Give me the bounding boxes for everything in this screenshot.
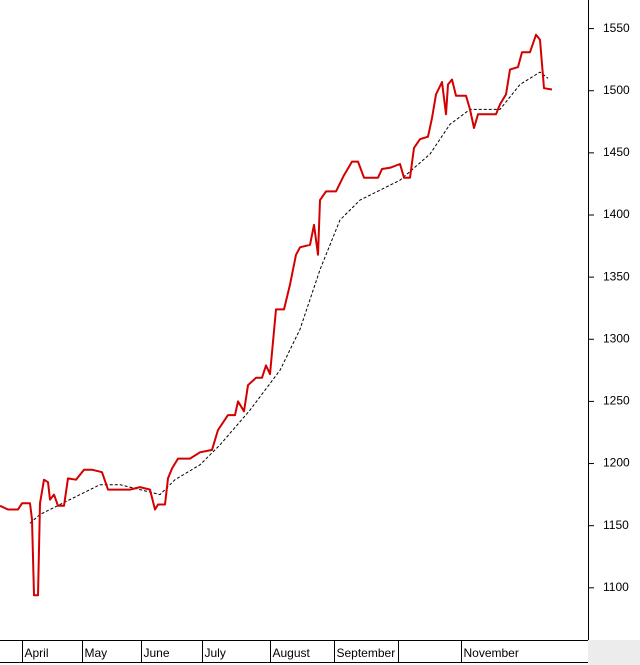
x-tick-label: August xyxy=(273,646,311,660)
average-line xyxy=(29,71,549,524)
price-line xyxy=(0,33,553,597)
y-tick-label: 1200 xyxy=(603,456,630,470)
y-tick-label: 1250 xyxy=(603,394,630,408)
y-tick-label: 1150 xyxy=(603,518,629,532)
x-tick-label: June xyxy=(144,646,170,660)
y-tick-label: 1500 xyxy=(603,83,630,97)
x-tick-label: April xyxy=(25,646,49,660)
y-tick-label: 1100 xyxy=(603,580,629,594)
x-tick-label: July xyxy=(205,646,226,660)
x-tick-label: September xyxy=(337,646,396,660)
y-tick-label: 1300 xyxy=(603,331,630,345)
corner-box xyxy=(588,640,640,665)
y-tick-label: 1350 xyxy=(603,269,630,283)
x-tick-label: May xyxy=(85,646,108,660)
y-tick-label: 1400 xyxy=(603,207,630,221)
x-tick-label: November xyxy=(464,646,519,660)
y-tick-label: 1450 xyxy=(603,145,630,159)
y-tick-label: 1550 xyxy=(603,21,630,35)
